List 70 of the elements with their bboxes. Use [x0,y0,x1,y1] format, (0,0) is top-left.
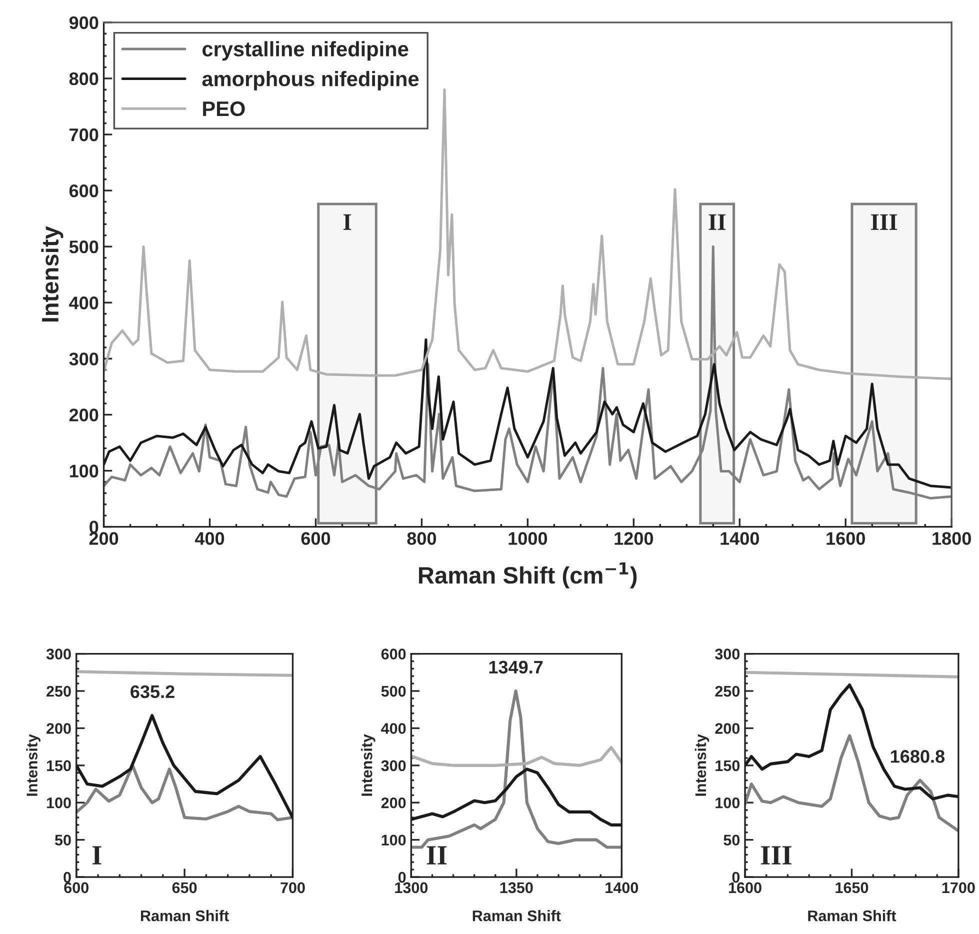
y-tick-label: 250 [46,686,71,697]
annotation: II [426,846,447,864]
x-tick-label: 1000 [508,532,548,545]
y-tick-label: 0 [398,872,406,883]
annotation: 635.2 [130,685,174,698]
x-tick-label: 800 [407,532,436,545]
y-tick-label: 200 [381,797,406,808]
x-tick-label: 400 [194,532,224,545]
y-axis-title: Intensity [41,226,64,322]
y-tick-label: 900 [69,16,98,30]
y-tick-label: 600 [69,184,98,198]
y-tick-label: 250 [715,686,740,697]
y-tick-label: 800 [69,72,98,86]
y-tick-label: 500 [69,240,98,254]
x-axis-title: Raman Shift [141,910,229,922]
band-label: III [871,214,898,230]
line-series [76,764,293,822]
x-tick-label: 1600 [728,882,762,894]
x-tick-label: 650 [172,882,197,894]
y-axis-title: Intensity [361,734,376,796]
y-tick-label: 150 [716,760,740,772]
y-tick-label: 100 [46,797,71,808]
x-tick-label: 1800 [932,532,971,545]
y-tick-label: 0 [64,872,71,883]
y-axis-title: Intensity [694,734,710,796]
x-tick-label: 700 [280,882,305,894]
y-axis-title: Intensity [26,734,40,796]
band-label: I [343,214,352,230]
annotation: I [92,846,102,864]
y-tick-label: 100 [716,797,740,808]
y-tick-label: 200 [69,408,98,422]
annotation: III [760,846,792,864]
line-series [411,746,622,767]
x-axis-title: Raman Shift [472,910,561,922]
y-tick-label: 300 [715,648,740,660]
x-axis-title: Raman Shift [808,910,896,922]
x-tick-label: 600 [301,532,330,545]
annotation: 1680.8 [890,750,945,763]
legend-label: crystalline nifedipine [202,41,408,61]
x-tick-label: 1350 [500,882,533,894]
y-tick-label: 300 [381,760,406,772]
band-label: II [708,214,726,230]
y-tick-label: 300 [46,648,71,660]
y-tick-label: 50 [724,834,740,846]
x-tick-label: 1300 [395,882,428,894]
x-tick-label: 1700 [942,882,975,894]
y-tick-label: 600 [381,648,406,660]
x-tick-label: 1600 [826,532,865,545]
y-tick-label: 50 [54,834,71,846]
y-tick-label: 150 [46,760,71,772]
annotation: 1349.7 [489,660,543,674]
y-tick-label: 100 [382,834,406,846]
y-tick-label: 300 [69,352,98,366]
y-tick-label: 200 [46,723,71,734]
x-tick-label: 1650 [836,882,868,894]
x-tick-label: 1400 [720,532,759,545]
x-tick-label: 1400 [606,882,638,894]
x-axis-title: Raman Shift (cm$^{−1}$) [418,562,637,588]
legend-label: amorphous nifedipine [202,71,419,90]
y-tick-label: 100 [70,464,98,478]
y-tick-label: 400 [69,296,98,310]
x-tick-label: 1200 [614,532,654,545]
y-tick-label: 400 [381,723,406,734]
y-tick-label: 200 [715,723,740,734]
y-tick-label: 0 [732,872,740,883]
y-tick-label: 500 [381,686,406,697]
legend-label: PEO [203,101,245,116]
x-tick-label: 200 [89,532,118,545]
y-tick-label: 700 [70,128,98,142]
line-series [745,734,958,832]
